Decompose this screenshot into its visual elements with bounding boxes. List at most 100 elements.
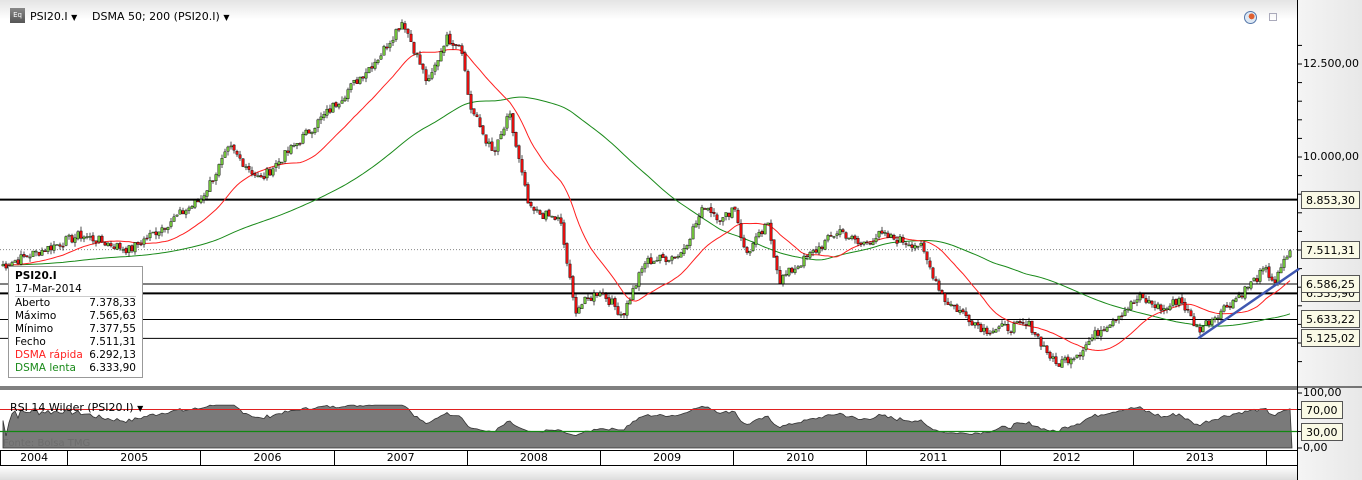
chevron-down-icon: ▼: [223, 13, 230, 22]
candle: [322, 114, 326, 118]
candle: [223, 151, 227, 158]
candle: [1165, 308, 1169, 310]
clock-icon[interactable]: [1244, 11, 1257, 24]
candle: [1042, 345, 1046, 347]
candle: [1144, 298, 1148, 303]
candle: [1216, 317, 1220, 320]
candle: [1228, 305, 1232, 308]
candle: [1198, 326, 1202, 333]
candle: [490, 141, 494, 151]
candle: [154, 231, 158, 236]
candle: [1159, 304, 1163, 311]
indicator-selector[interactable]: DSMA 50; 200 (PSI20.I) ▼: [92, 10, 230, 23]
candle: [247, 165, 251, 170]
candle: [577, 307, 581, 314]
candle: [103, 242, 107, 246]
candle: [124, 248, 128, 254]
candle: [697, 216, 701, 225]
candle: [853, 235, 857, 240]
candle: [487, 141, 491, 144]
rsi-selector[interactable]: RSI 14 Wilder (PSI20.I) ▼: [10, 401, 143, 414]
candle: [331, 103, 335, 113]
candle: [1213, 317, 1217, 320]
candle: [1171, 299, 1175, 306]
candle: [34, 250, 38, 253]
candle: [301, 133, 305, 144]
tooltip-label: DSMA lenta: [15, 362, 76, 374]
candle: [433, 64, 437, 72]
candle: [604, 293, 608, 299]
candle: [217, 164, 221, 176]
candle: [307, 129, 311, 134]
candle: [679, 252, 683, 258]
candle: [1201, 326, 1205, 333]
candle: [169, 221, 173, 227]
candle: [943, 293, 947, 302]
candle: [1036, 333, 1040, 337]
candle: [976, 322, 980, 326]
maximize-icon[interactable]: [1269, 13, 1277, 21]
candle: [847, 237, 851, 240]
candle: [364, 72, 368, 79]
candle: [775, 256, 779, 271]
symbol-selector[interactable]: PSI20.I ▼: [30, 10, 77, 23]
tooltip-value: 7.565,63: [89, 310, 136, 322]
candle: [391, 39, 395, 43]
candle: [850, 235, 854, 239]
candle: [706, 208, 710, 211]
candle: [1057, 363, 1061, 367]
candle: [277, 161, 281, 165]
candle: [25, 255, 29, 258]
candle: [463, 52, 467, 71]
candle: [472, 108, 476, 115]
candle: [1033, 332, 1037, 335]
candle: [1138, 294, 1142, 301]
candle: [829, 235, 833, 237]
candle: [67, 234, 71, 237]
candle: [973, 322, 977, 326]
candle: [187, 207, 191, 211]
candle: [742, 237, 746, 248]
tooltip-label: Fecho: [15, 336, 46, 348]
candle: [652, 261, 656, 264]
candle: [802, 255, 806, 267]
candle: [55, 244, 59, 246]
candle: [457, 44, 461, 47]
candle: [1072, 358, 1076, 360]
candle: [1135, 299, 1139, 303]
candle: [1255, 278, 1259, 282]
candle: [235, 151, 239, 155]
scrollbar[interactable]: [0, 466, 1297, 480]
candle: [406, 28, 410, 34]
candle: [1096, 329, 1100, 336]
candle: [502, 128, 506, 136]
level-label: 5.633,22: [1301, 310, 1360, 329]
candle: [22, 254, 26, 257]
candle: [286, 150, 290, 153]
candle: [1219, 310, 1223, 319]
candle: [643, 263, 647, 269]
candle: [886, 232, 890, 238]
candle: [1249, 281, 1253, 289]
trend-line: [1197, 267, 1301, 340]
candle: [1075, 354, 1079, 358]
candle: [940, 290, 944, 294]
candle: [787, 267, 791, 276]
candle: [1234, 298, 1238, 302]
candle: [238, 154, 242, 159]
chevron-down-icon: ▼: [137, 404, 144, 413]
candle: [232, 144, 236, 151]
year-tick: 2013: [1132, 451, 1266, 466]
candle: [703, 208, 707, 210]
watermark: Fonte: Bolsa TMG: [3, 438, 91, 449]
candle: [1108, 324, 1112, 328]
candle: [595, 292, 599, 296]
candle: [607, 297, 611, 305]
candle: [1231, 300, 1235, 309]
candle: [37, 251, 41, 256]
candle: [205, 190, 209, 197]
candle: [382, 46, 386, 56]
chart-toolbar: Eq PSI20.I ▼ DSMA 50; 200 (PSI20.I) ▼: [0, 0, 1297, 28]
candle: [136, 242, 140, 245]
